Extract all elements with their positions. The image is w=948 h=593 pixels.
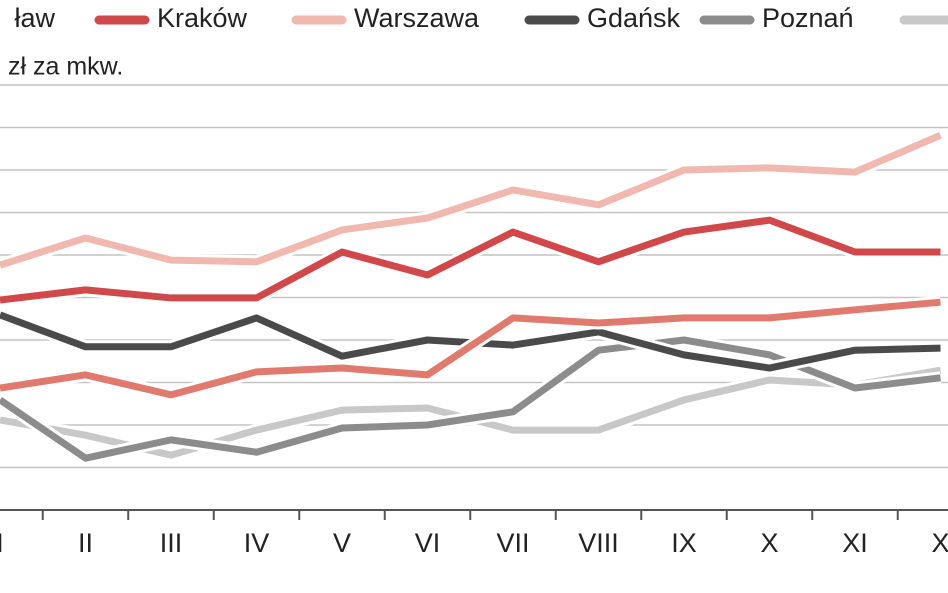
x-tick-label: IX <box>671 528 697 558</box>
line-halo <box>0 129 944 272</box>
legend-label: Gdańsk <box>587 3 681 33</box>
x-tick-label: I <box>0 528 4 558</box>
series-line <box>0 216 941 304</box>
x-tick-label: X <box>931 528 948 558</box>
legend-item: Kraków <box>94 3 248 33</box>
legend-item: ław <box>14 3 55 33</box>
x-tick-label: III <box>160 528 183 558</box>
x-tick-label: XI <box>842 528 868 558</box>
legend-label: ław <box>14 3 55 33</box>
legend-label: Poznań <box>762 3 854 33</box>
x-tick-label: II <box>78 528 93 558</box>
x-tick-label: X <box>760 528 778 558</box>
legend-item: Poznań <box>699 3 854 33</box>
x-tick-label: VIII <box>578 528 619 558</box>
x-tick-label: V <box>333 528 351 558</box>
chart-subtitle: zł za mkw. <box>8 53 123 81</box>
x-tick-label: IV <box>244 528 270 558</box>
legend-item: Gdańsk <box>524 3 681 33</box>
series-line <box>0 298 941 399</box>
x-tick-label: VI <box>415 528 441 558</box>
x-tick-label: VII <box>496 528 529 558</box>
legend-item: Warszawa <box>291 3 480 33</box>
legend-label: Warszawa <box>354 3 480 33</box>
series-line <box>0 131 942 269</box>
legend-label: Kraków <box>157 3 248 33</box>
